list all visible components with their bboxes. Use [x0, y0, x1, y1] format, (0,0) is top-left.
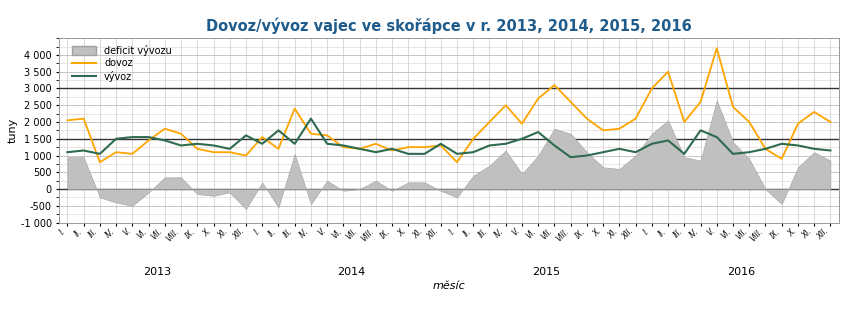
- Y-axis label: tuny: tuny: [8, 118, 18, 143]
- Text: 2016: 2016: [727, 267, 756, 277]
- Text: 2013: 2013: [142, 267, 171, 277]
- Text: 2015: 2015: [532, 267, 561, 277]
- Legend: deficit vývozu, dovoz, vývoz: deficit vývozu, dovoz, vývoz: [72, 45, 172, 82]
- Text: 2014: 2014: [337, 267, 366, 277]
- Title: Dovoz/vývoz vajec ve skořápce v r. 2013, 2014, 2015, 2016: Dovoz/vývoz vajec ve skořápce v r. 2013,…: [206, 18, 692, 34]
- Text: měsíc: měsíc: [433, 281, 465, 291]
